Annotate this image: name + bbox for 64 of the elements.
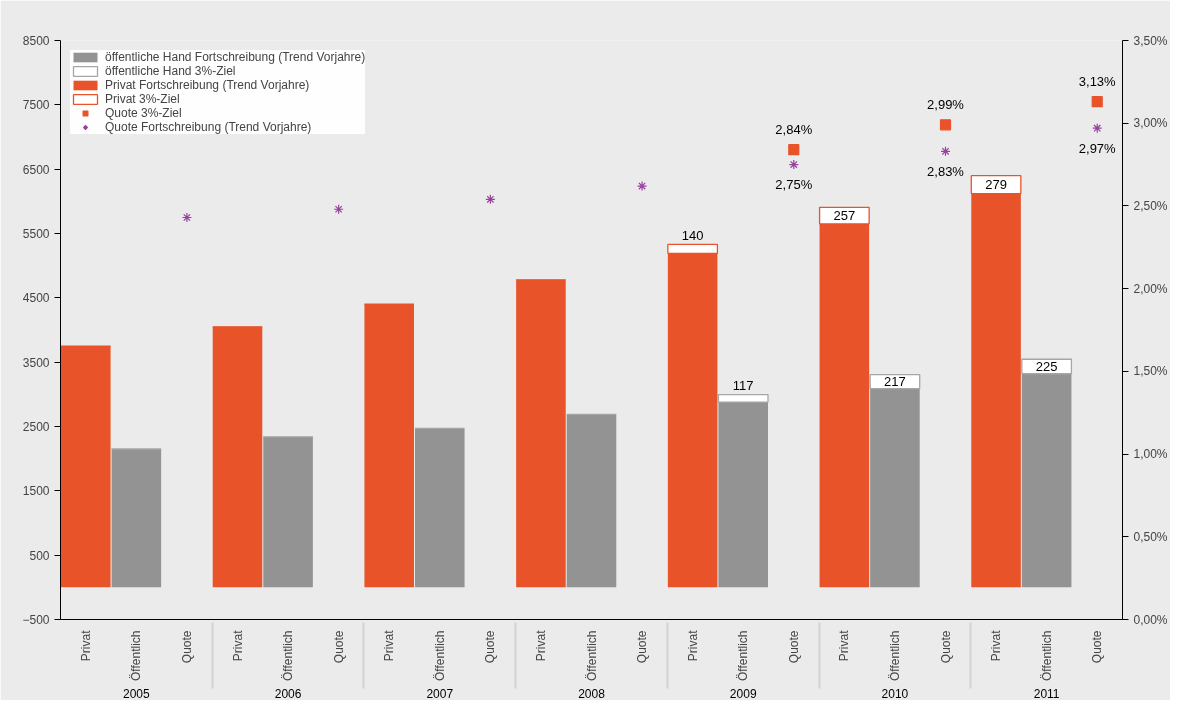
y-tick-label: 3500: [22, 355, 50, 370]
y-tick-label: 4500: [22, 291, 50, 306]
text: 2006: [274, 686, 302, 701]
x-tick-label: Privat: [685, 629, 700, 662]
x-tick-label: Privat: [837, 629, 852, 662]
data-label: 2,75%: [775, 177, 813, 193]
legend-label: öffentliche Hand 3%-Ziel: [105, 64, 236, 78]
data-label: 279: [985, 177, 1007, 193]
y-tick-label: 5500: [22, 227, 50, 241]
data-label: 2,99%: [927, 97, 965, 113]
x-tick-label: Öffentlich: [281, 630, 296, 681]
legend-label: Quote Fortschreibung (Trend Vorjahre): [105, 120, 312, 134]
legend-label: Privat 3%-Ziel: [105, 92, 180, 106]
x-tick-label: Quote: [786, 630, 801, 664]
x-tick-label: Quote: [635, 630, 650, 664]
legend-label: Privat Fortschreibung (Trend Vorjahre): [105, 78, 310, 92]
y2-tick-label: 2,00%: [1133, 281, 1168, 296]
y2-tick-label: 0,50%: [1133, 529, 1168, 544]
y2-tick-label: 3,50%: [1133, 33, 1168, 48]
x-tick-label: Privat: [230, 629, 245, 662]
x-tick-label: Quote: [483, 630, 498, 664]
x-tick-label: Öffentlich: [432, 630, 447, 681]
x-tick-label: Öffentlich: [1039, 630, 1054, 681]
x-tick-label: Privat: [382, 629, 397, 662]
data-label: 2,83%: [927, 163, 965, 179]
data-label: 225: [1035, 359, 1058, 375]
y-tick-label: 7500: [22, 98, 50, 113]
y-tick-label: 8500: [22, 34, 50, 48]
y-tick-label: 6500: [22, 162, 50, 177]
data-label: 3,13%: [1078, 74, 1117, 90]
x-tick-label: Quote: [1090, 630, 1105, 664]
y2-tick-label: 0,00%: [1133, 612, 1168, 627]
y-tick-label: −500: [22, 613, 50, 627]
y-tick-label: 1500: [22, 484, 50, 499]
data-label: 117: [732, 378, 754, 394]
x-tick-label: Quote: [179, 630, 194, 664]
y2-tick-label: 2,50%: [1133, 198, 1168, 213]
data-label: 2,97%: [1078, 140, 1117, 156]
y2-tick-label: 1,50%: [1133, 364, 1168, 379]
text: 2005: [123, 686, 151, 701]
y-tick-label: 2500: [22, 420, 50, 434]
data-label: 2,84%: [775, 122, 813, 138]
x-tick-label: Öffentlich: [584, 630, 599, 681]
x-tick-label: Öffentlich: [129, 630, 144, 681]
text: 2011: [1033, 686, 1060, 701]
legend-label: öffentliche Hand Fortschreibung (Trend Vorjahre): [105, 50, 366, 64]
data-label: 217: [884, 374, 906, 390]
x-tick-label: Quote: [938, 630, 953, 664]
y2-tick-label: 1,00%: [1133, 447, 1168, 462]
x-tick-label: Öffentlich: [736, 630, 751, 681]
data-label: 257: [833, 208, 856, 224]
x-tick-label: Privat: [78, 629, 93, 662]
text: 2010: [881, 686, 909, 701]
text: 2008: [578, 686, 606, 701]
x-tick-label: Öffentlich: [887, 630, 902, 681]
data-label: 140: [681, 227, 704, 243]
x-tick-label: Privat: [533, 629, 548, 662]
y2-tick-label: 3,00%: [1133, 116, 1168, 131]
x-tick-label: Quote: [331, 630, 346, 664]
text: 2007: [426, 686, 454, 701]
y-tick-label: 500: [29, 548, 50, 563]
text: 2009: [729, 686, 757, 701]
x-tick-label: Privat: [989, 629, 1004, 662]
legend-label: Quote 3%-Ziel: [105, 106, 182, 120]
